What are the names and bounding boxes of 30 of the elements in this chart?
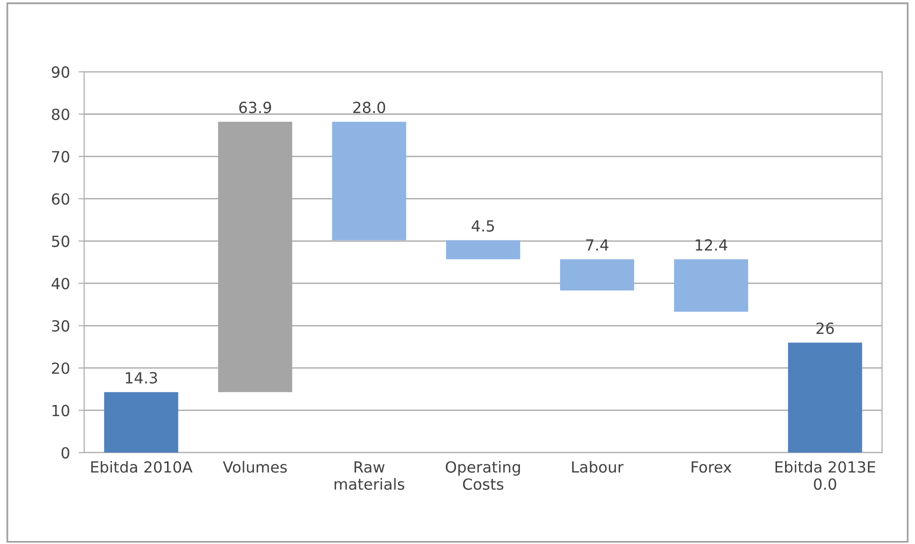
bar [332,122,406,240]
bar [104,392,178,453]
y-tick-label: 90 [52,66,70,78]
data-label: 63.9 [239,102,272,114]
y-tick-label: 20 [52,362,70,374]
y-tick-label: 30 [52,320,70,332]
x-tick-label: Ebitda 2013E 0.0 [776,460,876,490]
data-label: 14.3 [126,372,157,384]
data-label: 12.4 [696,239,728,251]
bar [788,342,862,453]
y-tick-label: 0 [62,447,70,459]
bar [674,259,748,312]
data-label: 7.4 [586,239,608,251]
y-tick-label: 50 [52,236,70,248]
x-tick-label: Forex [692,461,732,473]
x-tick-label: Ebitda 2010A [91,460,192,473]
y-tick-label: 40 [52,278,70,290]
y-tick-label: 70 [52,150,70,162]
y-tick-label: 60 [52,193,70,205]
x-tick-label: Labour [572,460,624,473]
data-label: 26 [816,322,834,334]
bar [446,240,520,260]
x-tick-label: Volumes [222,460,287,473]
y-tick-label: 10 [52,404,70,416]
data-label: 4.5 [472,220,494,232]
data-label: 28.0 [353,102,386,114]
x-tick-label: Raw materials [334,461,404,490]
x-tick-label: Operating Costs [446,460,520,490]
bar [560,259,634,291]
y-tick-label: 80 [52,108,70,120]
